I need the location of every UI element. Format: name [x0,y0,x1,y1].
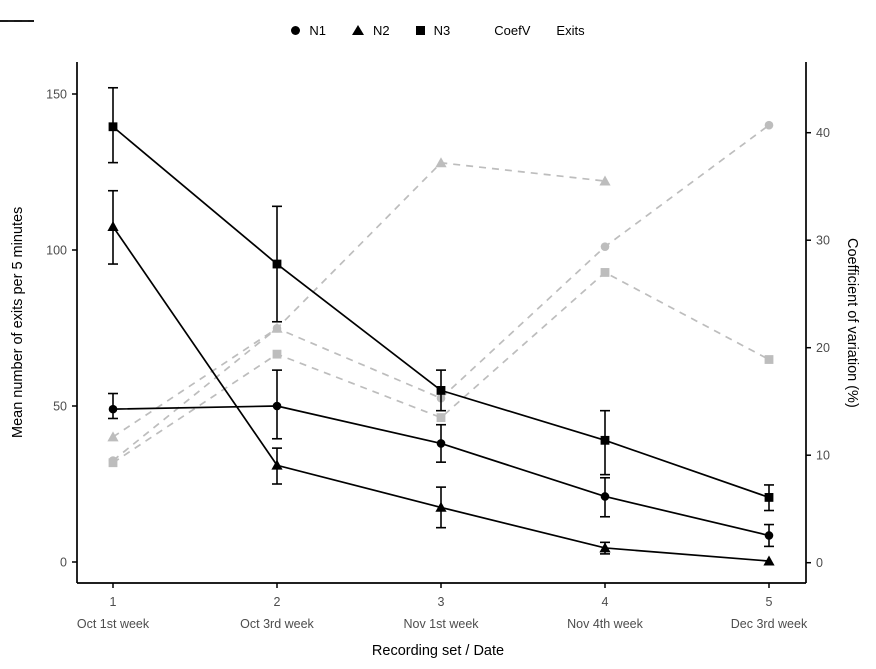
y-right-tick-label: 10 [816,449,830,463]
x-sub-label: Nov 4th week [567,617,643,631]
solid-line-icon [0,20,34,22]
exits-point-n2 [599,542,611,553]
x-sub-label: Dec 3rd week [731,617,808,631]
triangle-marker-icon [352,25,365,35]
x-tick-label: 4 [602,595,609,609]
exits-point-n3 [764,493,774,502]
coefv-point-n1 [272,324,282,333]
coefv-point-n3 [600,268,610,277]
coefv-line-n3 [112,271,770,464]
legend-item-exits: Exits [0,20,585,38]
legend-item-n2: N2 [352,23,390,38]
square-marker-icon [415,25,425,35]
exits-point-n3 [108,122,118,132]
exits-point-n1 [764,531,774,540]
exits-point-n2 [107,221,119,231]
y-left-tick-label: 100 [46,244,67,258]
exits-point-n2 [763,555,775,566]
y-left-tick-label: 0 [60,556,67,570]
exits-point-n1 [272,401,282,411]
legend-label-n1: N1 [309,22,327,38]
coefv-point-n2 [435,157,447,168]
x-axis-title: Recording set / Date [371,643,505,659]
exits-point-n3 [272,259,282,269]
coefv-point-n3 [764,355,774,364]
legend-label-exits: Exits [556,22,585,38]
coefv-point-n1 [108,456,118,465]
y-left-tick-label: 50 [53,400,67,414]
x-sub-label: Oct 1st week [77,617,150,631]
circle-marker-icon [291,25,301,35]
y-right-tick-label: 0 [816,556,823,570]
coefv-line-n2 [112,161,606,438]
exits-point-n2 [271,459,283,470]
x-sub-label: Oct 3rd week [240,617,314,631]
chart-legend: N1 N2 N3 CoefV Exits [0,18,876,42]
coefv-point-n2 [107,431,119,442]
x-tick-label: 2 [274,595,281,609]
legend-item-n3: N3 [415,22,451,38]
y-left-tick-label: 150 [46,88,67,102]
legend-label-n3: N3 [433,22,451,38]
legend-item-n1: N1 [291,23,326,38]
y-axis-left-title: Mean number of exits per 5 minutes [10,206,26,439]
coefv-line-n1 [112,124,770,462]
exits-point-n1 [436,439,446,448]
legend-label-coefv: CoefV [494,22,531,38]
coefv-point-n2 [599,175,611,186]
y-right-tick-label: 30 [816,234,830,248]
exits-point-n1 [108,404,118,414]
legend-label-n2: N2 [373,22,390,38]
y-right-tick-label: 40 [816,126,830,140]
exits-point-n2 [435,501,447,512]
x-tick-label: 5 [766,595,773,609]
exits-point-n1 [600,492,610,501]
x-tick-label: 3 [438,595,445,609]
y-axis-right-title: Coefficient of variation (%) [844,237,860,408]
coefv-point-n3 [272,349,282,359]
exits-point-n3 [600,435,610,445]
exits-point-n3 [436,386,446,395]
y-right-tick-label: 20 [816,341,830,355]
x-sub-label: Nov 1st week [403,617,479,631]
coefv-point-n1 [600,242,610,251]
coefv-point-n1 [764,120,774,130]
x-tick-label: 1 [110,595,117,609]
coefv-point-n3 [436,413,446,422]
